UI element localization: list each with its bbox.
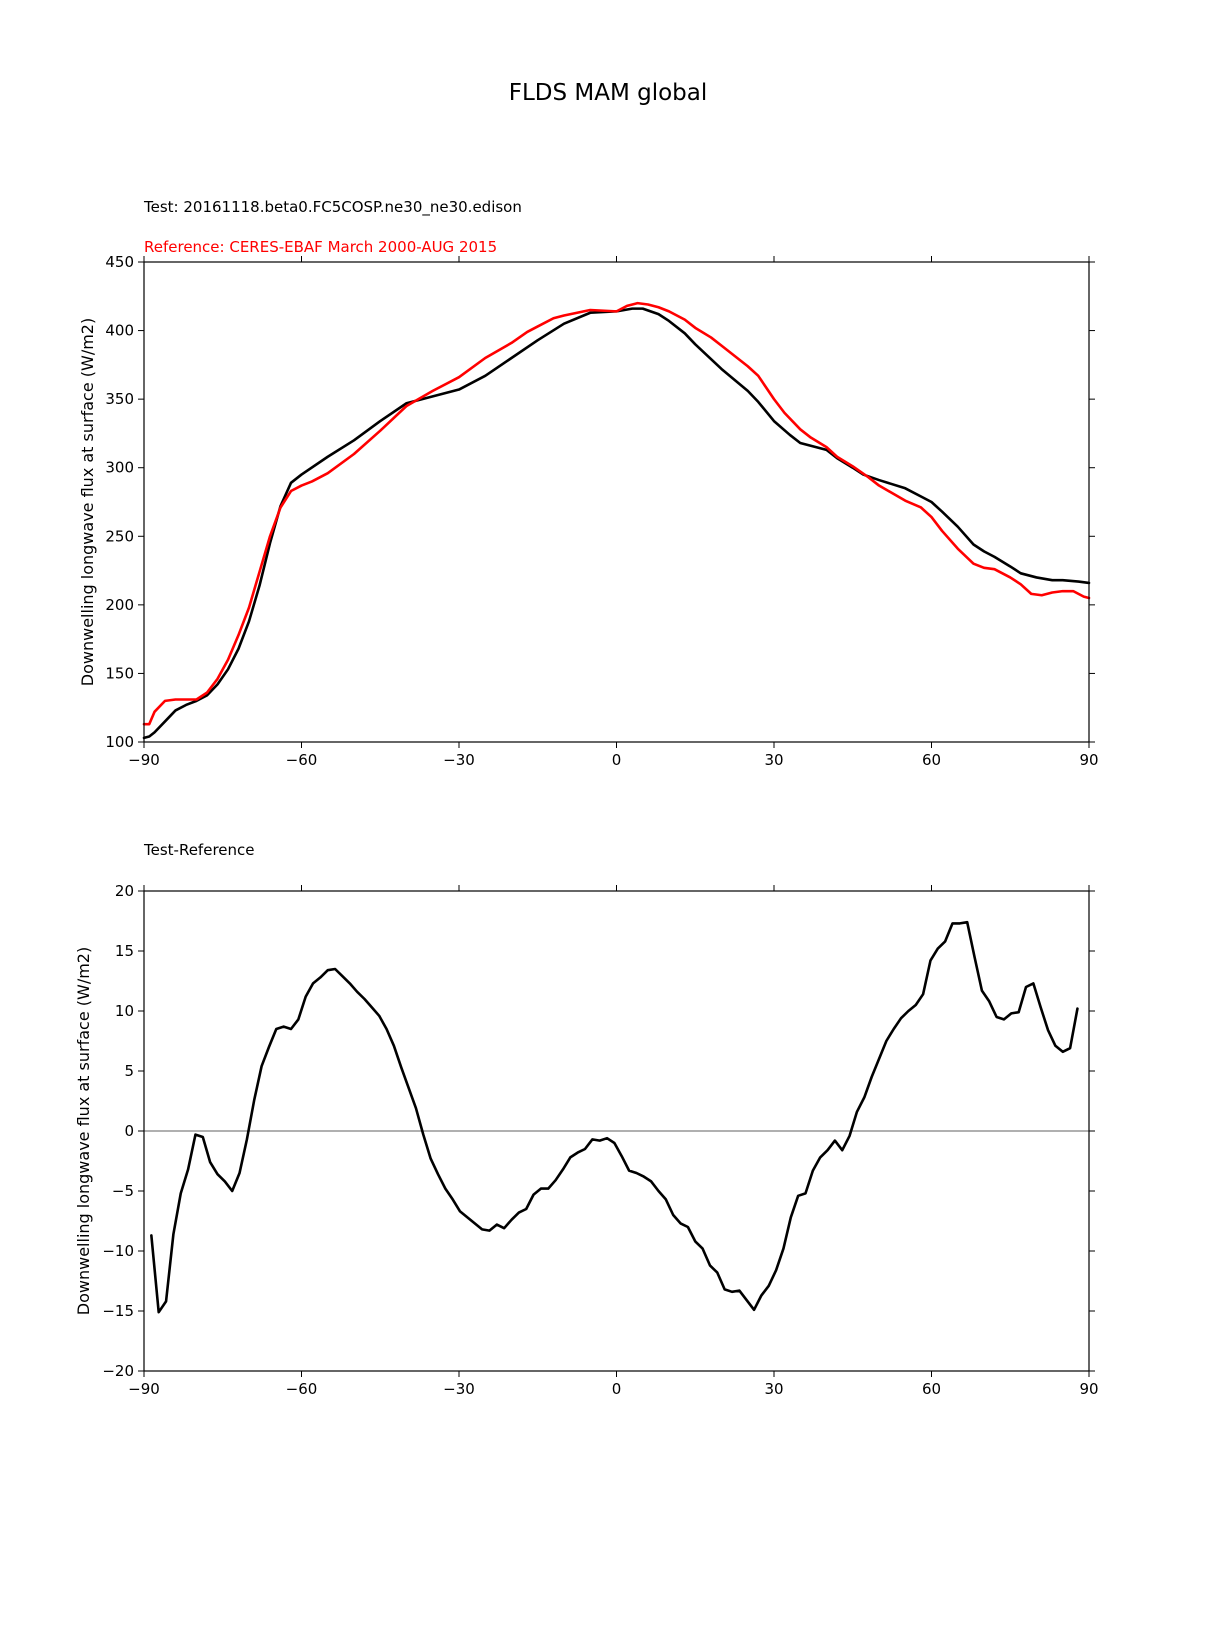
bottom-y-tick-label: −5 bbox=[112, 1182, 134, 1200]
bottom-y-tick-label: −10 bbox=[102, 1242, 134, 1260]
top-plot-area: −90 −60 −30 0 30 60 90 100 150 200 250 300 350 400 450 bbox=[105, 253, 1098, 769]
bottom-y-tick-label: 15 bbox=[115, 942, 134, 960]
top-x-tick-label: 0 bbox=[612, 751, 622, 769]
bottom-x-tick-label: −90 bbox=[128, 1380, 160, 1398]
top-x-tick-label: 30 bbox=[764, 751, 783, 769]
bottom-x-tick-label: −60 bbox=[286, 1380, 318, 1398]
bottom-plot-area: −90 −60 −30 0 30 60 90 −20 −15 −10 −5 0 5 10 15 20 bbox=[102, 882, 1098, 1398]
bottom-y-tick-label: 0 bbox=[124, 1122, 134, 1140]
top-x-tick-label: 90 bbox=[1079, 751, 1098, 769]
top-y-tick-label: 250 bbox=[105, 527, 134, 545]
top-x-tick-label: −60 bbox=[286, 751, 318, 769]
top-y-tick-label: 400 bbox=[105, 322, 134, 340]
top-panel: Test: 20161118.beta0.FC5COSP.ne30_ne30.e… bbox=[78, 198, 1099, 769]
bottom-x-tick-label: 60 bbox=[922, 1380, 941, 1398]
bottom-y-tick-label: 20 bbox=[115, 882, 134, 900]
difference-subtitle: Test-Reference bbox=[143, 841, 255, 859]
bottom-y-tick-label: 5 bbox=[124, 1062, 134, 1080]
top-x-tick-label: 60 bbox=[922, 751, 941, 769]
top-reference-series-line bbox=[142, 301, 1091, 726]
top-y-tick-label: 150 bbox=[105, 664, 134, 682]
bottom-x-tick-label: 30 bbox=[764, 1380, 783, 1398]
top-x-tick-label: −30 bbox=[443, 751, 475, 769]
top-y-tick-label: 100 bbox=[105, 733, 134, 751]
top-y-tick-label: 200 bbox=[105, 596, 134, 614]
bottom-y-tick-label: −20 bbox=[102, 1362, 134, 1380]
reference-subtitle: Reference: CERES-EBAF March 2000-AUG 201… bbox=[144, 238, 497, 256]
bottom-y-axis-label: Downwelling longwave flux at surface (W/… bbox=[74, 947, 93, 1315]
top-y-axis-label: Downwelling longwave flux at surface (W/… bbox=[78, 318, 97, 686]
bottom-x-tick-label: −30 bbox=[443, 1380, 475, 1398]
bottom-x-tick-label: 0 bbox=[612, 1380, 622, 1398]
bottom-y-tick-label: −15 bbox=[102, 1302, 134, 1320]
top-y-tick-label: 300 bbox=[105, 459, 134, 477]
top-y-tick-label: 350 bbox=[105, 390, 134, 408]
bottom-y-tick-label: 10 bbox=[115, 1002, 134, 1020]
top-y-tick-label: 450 bbox=[105, 253, 134, 271]
figure-title: FLDS MAM global bbox=[509, 80, 708, 106]
bottom-panel: Test-Reference Downwelling longwave flux… bbox=[74, 841, 1099, 1398]
bottom-x-tick-label: 90 bbox=[1079, 1380, 1098, 1398]
bottom-test-series-line bbox=[150, 920, 1079, 1314]
test-subtitle: Test: 20161118.beta0.FC5COSP.ne30_ne30.e… bbox=[143, 198, 522, 217]
top-test-series-line bbox=[142, 307, 1091, 740]
top-x-tick-label: −90 bbox=[128, 751, 160, 769]
